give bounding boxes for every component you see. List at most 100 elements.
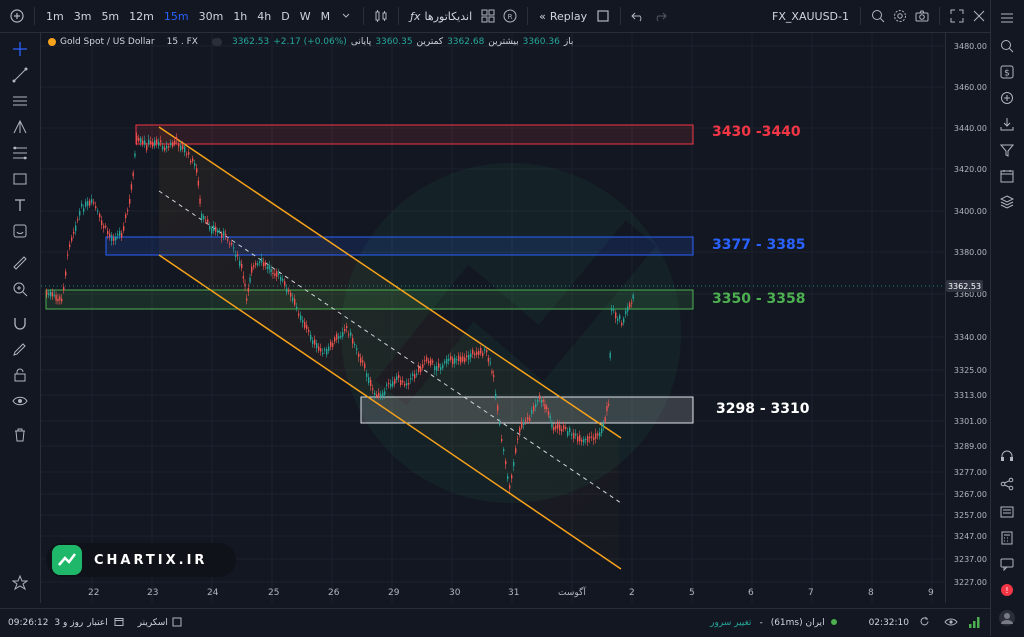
candle-body: [162, 146, 164, 150]
zone-box-blue[interactable]: [105, 236, 694, 256]
search-icon[interactable]: [997, 36, 1017, 56]
layers-icon[interactable]: [997, 192, 1017, 212]
refresh-icon[interactable]: [919, 616, 930, 630]
indicators-button[interactable]: ƒx اندیکاتورها: [405, 0, 477, 32]
screener-label[interactable]: اسکرینر: [137, 618, 168, 628]
time-axis-label: 7: [808, 588, 814, 598]
zone-box-red[interactable]: [135, 124, 694, 145]
interval-30m[interactable]: 30m: [198, 9, 224, 23]
chat-icon[interactable]: [997, 554, 1017, 574]
candle-body: [103, 225, 105, 229]
add-symbol-icon[interactable]: [6, 5, 28, 27]
zone-box-green[interactable]: [45, 289, 694, 310]
chart-pane[interactable]: [41, 33, 945, 603]
channel-mid-line[interactable]: [158, 190, 622, 504]
alarm-add-icon[interactable]: [997, 88, 1017, 108]
interval-3m[interactable]: 3m: [73, 9, 92, 23]
trend-line-icon[interactable]: [10, 65, 30, 85]
trash-icon[interactable]: [10, 425, 30, 445]
horizontal-lines-icon[interactable]: [10, 91, 30, 111]
interval-15m[interactable]: 15m: [163, 9, 189, 23]
fullscreen-box-icon[interactable]: [592, 5, 614, 27]
expand-icon[interactable]: [946, 5, 968, 27]
candle-style-icon[interactable]: [370, 5, 392, 27]
candle-body: [290, 292, 292, 297]
candle-body: [138, 137, 140, 141]
sticker-icon[interactable]: [10, 221, 30, 241]
candle-body: [509, 485, 511, 489]
interval-1h[interactable]: 1h: [233, 9, 248, 23]
drawing-mode-icon[interactable]: [10, 339, 30, 359]
visibility-icon[interactable]: [944, 617, 958, 630]
candle-body: [547, 411, 550, 416]
zoom-in-icon[interactable]: [10, 279, 30, 299]
price-chart[interactable]: [41, 33, 945, 603]
channel-lower-line[interactable]: [158, 254, 622, 570]
candle-body: [615, 312, 617, 319]
candle-body: [51, 292, 54, 297]
legend-toggle-icon[interactable]: [211, 38, 222, 46]
user-avatar[interactable]: [997, 608, 1017, 628]
calendar-icon[interactable]: [997, 166, 1017, 186]
candle-body: [604, 417, 606, 422]
candle-body: [632, 294, 634, 299]
candle-body: [629, 303, 631, 308]
undo-icon[interactable]: [627, 5, 649, 27]
interval-4h[interactable]: 4h: [257, 9, 272, 23]
quick-search-icon[interactable]: [867, 5, 889, 27]
eye-icon[interactable]: [10, 391, 30, 411]
replay-button[interactable]: « Replay: [534, 0, 592, 32]
legend-symbol-name[interactable]: Gold Spot / US Dollar: [60, 37, 155, 47]
candle-body: [456, 359, 458, 361]
interval-D[interactable]: D: [281, 9, 290, 23]
status-bar: 09:26:12 3 روز و اعتبار اسکرینر تغییر سر…: [0, 608, 990, 637]
chevron-down-icon[interactable]: [335, 5, 357, 27]
share-icon[interactable]: [997, 474, 1017, 494]
templates-icon[interactable]: [477, 5, 499, 27]
price-axis[interactable]: 3480.00 3460.00 3440.00 3420.00 3400.00 3380.…: [945, 33, 991, 603]
legend-high: 3362.68: [447, 37, 485, 47]
alert-bell-icon[interactable]: !: [997, 580, 1017, 600]
download-icon[interactable]: [997, 114, 1017, 134]
interval-M[interactable]: M: [320, 9, 331, 23]
pitchfork-icon[interactable]: [10, 117, 30, 137]
interval-1m[interactable]: 1m: [46, 9, 64, 23]
time-axis-label: 30: [449, 588, 461, 598]
menu-icon[interactable]: [997, 8, 1017, 28]
close-icon[interactable]: [968, 5, 990, 27]
interval-W[interactable]: W: [299, 9, 311, 23]
interval-12m[interactable]: 12m: [129, 9, 154, 23]
redo-icon[interactable]: [649, 5, 671, 27]
calendar-small-icon[interactable]: [114, 617, 124, 630]
symbol-legend: Gold Spot / US Dollar 15 . FX 3362.53 +2…: [48, 37, 577, 47]
candle-body: [549, 415, 551, 419]
server-change-link[interactable]: تغییر سرور: [710, 618, 752, 628]
screener-icon[interactable]: [172, 617, 182, 630]
headset-icon[interactable]: [997, 446, 1017, 466]
alert-icon[interactable]: R: [499, 5, 521, 27]
chartix-logo-text: CHARTIX.IR: [94, 552, 208, 568]
lock-icon[interactable]: [10, 365, 30, 385]
magnet-icon[interactable]: [10, 313, 30, 333]
text-tool-icon[interactable]: [10, 195, 30, 215]
candle-body: [384, 391, 386, 395]
settings-gear-icon[interactable]: [889, 5, 911, 27]
ping-text: (61ms) ایران: [770, 618, 825, 628]
rectangle-icon[interactable]: [10, 169, 30, 189]
crosshair-icon[interactable]: [10, 39, 30, 59]
indicators-label: اندیکاتورها: [424, 9, 473, 23]
news-icon[interactable]: [997, 502, 1017, 522]
dollar-icon[interactable]: $: [997, 62, 1017, 82]
calculator-icon[interactable]: [997, 528, 1017, 548]
interval-5m[interactable]: 5m: [101, 9, 120, 23]
symbol-name[interactable]: FX_XAUUSD-1: [772, 9, 849, 23]
channel-upper-line[interactable]: [158, 126, 622, 439]
ruler-icon[interactable]: [10, 253, 30, 273]
favorites-star-icon[interactable]: [10, 573, 30, 593]
candle-body: [432, 360, 434, 363]
filter-icon[interactable]: [997, 140, 1017, 160]
fib-icon[interactable]: [10, 143, 30, 163]
candle-body: [312, 340, 314, 344]
candle-body: [557, 423, 559, 429]
camera-icon[interactable]: [911, 5, 933, 27]
